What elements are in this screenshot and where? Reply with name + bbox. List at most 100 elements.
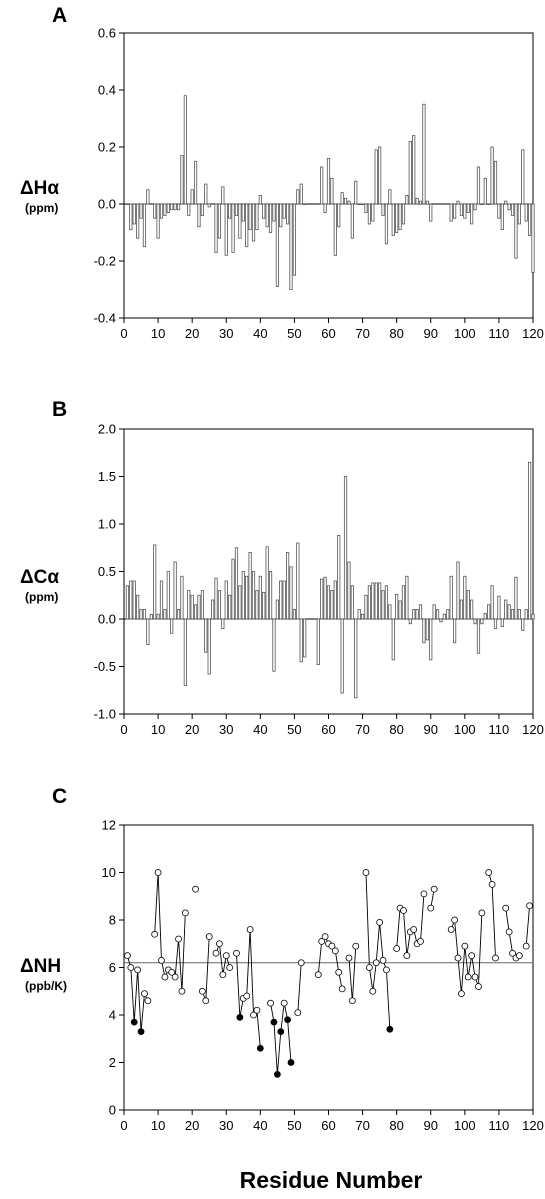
panel-c-point [246,926,254,933]
panel-b-y-tick-label: -0.5 [94,659,116,674]
panel-a-bar [510,203,515,216]
panel-b-bar [384,585,389,620]
panel-b-bar [340,618,344,694]
panel-b-bar [435,609,440,620]
panel-a-bar [173,203,177,211]
panel-a-bar [299,183,303,205]
panel-c-point [383,966,390,974]
panel-a-bar [282,203,286,219]
panel-a-x-tick-label: 40 [253,326,267,341]
panel-a-bar [449,203,453,222]
panel-c-point [328,942,336,950]
panel-a-bar [398,203,402,231]
panel-a-bar [279,203,283,228]
panel-b-y-tick-label: 1.0 [98,517,116,532]
panel-c-point [345,954,353,962]
panel-c: C ΔNH (ppb/K) 0 10 20 30 40 50 60 70 80 90 100 110 1… [20,785,544,1133]
panel-b-bar [418,604,423,620]
panel-b-bar [524,609,528,620]
panel-c-point [154,869,162,876]
panel-b-bar [316,618,320,665]
panel-a-bar [391,203,395,236]
panel-a-bar [531,203,535,273]
panel-c-filled-point [386,1025,394,1033]
panel-c-point [297,959,305,967]
panel-c-point [124,952,131,960]
panel-a-bar [497,203,501,219]
panel-a-bar [214,203,218,253]
panel-a-x-tick-label: 70 [355,326,369,341]
panel-c-point [250,1011,257,1019]
panel-a-x-tick-label: 30 [219,326,233,341]
panel-c-point [226,964,234,971]
panel-a-bar [197,203,201,228]
panel-b-bar [350,585,354,620]
panel-a-bar [459,203,464,216]
panel-c-point [372,959,380,967]
panel-c-point [267,999,274,1007]
panel-b-bar [395,593,399,620]
panel-c-point [158,956,165,964]
panel-c-x-tick-label: 40 [253,1118,267,1133]
panel-a-label: A [52,4,67,27]
panel-c-point [222,952,230,960]
panel-b-bar [432,604,436,620]
panel-a-bar [405,195,409,205]
panel-c-series-line [525,905,531,947]
panel-b-bar [228,594,232,620]
panel-c-point [212,949,220,957]
panel-a-bar [330,177,334,205]
panel-b-bar [211,599,215,620]
panel-b-bar [507,604,511,620]
panel-b-bar [187,590,191,620]
panel-a-bar [517,203,521,225]
panel-a-x-tick-label: 120 [522,326,544,341]
panel-b-bar [364,594,368,620]
panel-a-bar [483,177,487,205]
panel-c-point [430,885,438,893]
panel-c-filled-point [130,1018,138,1026]
panel-c-y-tick-label: 4 [109,1008,116,1023]
panel-c-point [379,956,387,964]
panel-b-bar [398,600,402,620]
panel-c-filled-point [270,1018,278,1026]
panel-a-bar [193,160,198,205]
panel-a-bar [238,203,242,239]
panel-a-bar [251,203,256,242]
panel-b-bar [449,575,453,620]
panel-b-bar [176,609,181,620]
panel-c-y-tick-label: 10 [102,865,116,880]
panel-a-bar [262,203,266,219]
panel-c-filled-point [273,1070,281,1078]
panel-c-filled-point [284,1016,292,1024]
panel-b-bar [517,609,521,620]
panel-c-x-tick-label: 10 [151,1118,165,1133]
panel-b-y-tick-label: 0.5 [98,564,116,579]
panel-b-bar [347,561,351,620]
panel-c-point [205,933,213,941]
panel-a-bar [268,203,273,233]
panel-c-series-line [348,946,357,1001]
panel-a-bar [170,203,174,211]
panel-b-bar [357,609,361,620]
panel-b-bar [480,618,484,625]
panel-c-point [338,985,346,993]
panel-b-x-tick-label: 110 [489,722,510,737]
panel-b-x-tick-label: 40 [253,722,267,737]
panel-b-bar [463,575,467,620]
panel-c-point [400,907,407,914]
panel-c-x-tick-label: 30 [219,1118,233,1133]
panel-a-bar [527,203,532,236]
panel-a-bar [333,203,337,256]
panel-c-series-line [365,872,391,1030]
panel-c-point [502,904,510,912]
panel-c-point [198,987,206,995]
panel-c-point [294,1009,302,1017]
panel-c-point [376,918,384,926]
panel-a-bar [514,203,518,259]
panel-a-bar [425,200,429,205]
panel-a-bar [500,203,504,231]
panel-c-point [181,909,189,917]
panel-a-bar [490,146,494,205]
panel-b-bar [183,618,187,686]
